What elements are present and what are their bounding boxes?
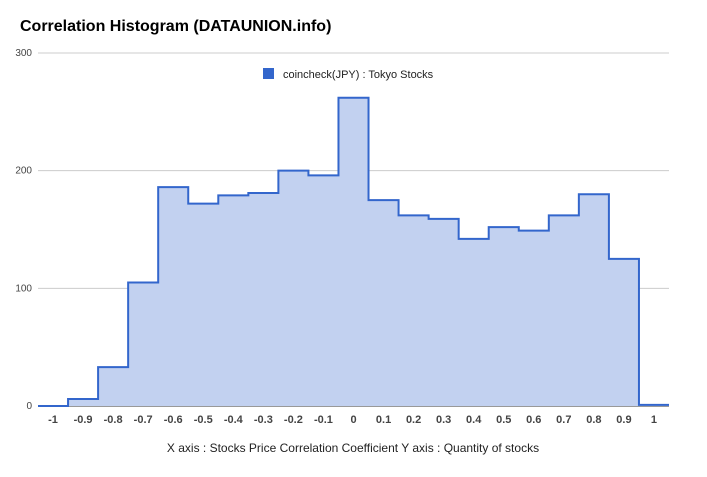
histogram-bin[interactable] — [609, 259, 639, 406]
chart-title: Correlation Histogram (DATAUNION.info) — [20, 18, 332, 35]
x-tick-label: -0.9 — [74, 414, 93, 426]
histogram-bin[interactable] — [338, 98, 368, 406]
y-tick-label: 100 — [15, 283, 32, 294]
axis-caption: X axis : Stocks Price Correlation Coeffi… — [167, 441, 539, 455]
histogram-bin[interactable] — [639, 405, 669, 406]
legend-swatch — [263, 68, 274, 79]
y-tick-label: 300 — [15, 48, 32, 59]
histogram-bin[interactable] — [98, 367, 128, 406]
legend-label: coincheck(JPY) : Tokyo Stocks — [283, 69, 434, 81]
x-tick-label: 0.8 — [586, 414, 601, 426]
histogram-bin[interactable] — [158, 187, 188, 406]
histogram-bin[interactable] — [218, 195, 248, 406]
histogram-bin[interactable] — [278, 171, 308, 406]
y-tick-label: 0 — [26, 401, 32, 412]
x-tick-label: 0.3 — [436, 414, 451, 426]
histogram-area — [38, 96, 669, 407]
x-tick-label: 0.9 — [616, 414, 631, 426]
histogram-bin[interactable] — [369, 200, 399, 406]
x-tick-label: -0.6 — [164, 414, 183, 426]
y-tick-label: 200 — [15, 166, 32, 177]
legend[interactable]: coincheck(JPY) : Tokyo Stocks — [263, 68, 434, 81]
histogram-series-line — [38, 96, 669, 407]
x-tick-label: 0 — [350, 414, 356, 426]
x-tick-label: 0.2 — [406, 414, 421, 426]
y-axis-ticks: 0 100 200 300 — [15, 48, 32, 412]
x-tick-label: -0.7 — [134, 414, 153, 426]
histogram-bin[interactable] — [549, 215, 579, 406]
histogram-bin[interactable] — [128, 282, 158, 406]
histogram-bin[interactable] — [429, 219, 459, 406]
histogram-bin[interactable] — [308, 175, 338, 406]
x-tick-label: -0.2 — [284, 414, 303, 426]
histogram-bin[interactable] — [68, 399, 98, 406]
x-axis-ticks: -1 -0.9 -0.8 -0.7 -0.6 -0.5 -0.4 -0.3 -0.2 -0.1 0 0… — [48, 414, 657, 426]
x-tick-label: 0.4 — [466, 414, 482, 426]
histogram-fill — [38, 97, 669, 407]
x-tick-label: -0.3 — [254, 414, 273, 426]
x-tick-label: -0.5 — [194, 414, 213, 426]
x-tick-label: 0.7 — [556, 414, 571, 426]
x-tick-label: 0.6 — [526, 414, 541, 426]
x-tick-label: 0.5 — [496, 414, 511, 426]
histogram-bin[interactable] — [399, 215, 429, 406]
x-tick-label: -0.1 — [314, 414, 333, 426]
x-tick-label: 0.1 — [376, 414, 391, 426]
x-tick-label: -0.8 — [104, 414, 123, 426]
histogram-bin[interactable] — [519, 231, 549, 406]
histogram-bin[interactable] — [459, 239, 489, 406]
x-tick-label: -0.4 — [224, 414, 244, 426]
histogram-bin[interactable] — [248, 193, 278, 406]
histogram-bin[interactable] — [489, 227, 519, 406]
histogram-bin[interactable] — [579, 194, 609, 406]
histogram-bin[interactable] — [188, 204, 218, 406]
x-tick-label: 1 — [651, 414, 657, 426]
x-tick-label: -1 — [48, 414, 58, 426]
